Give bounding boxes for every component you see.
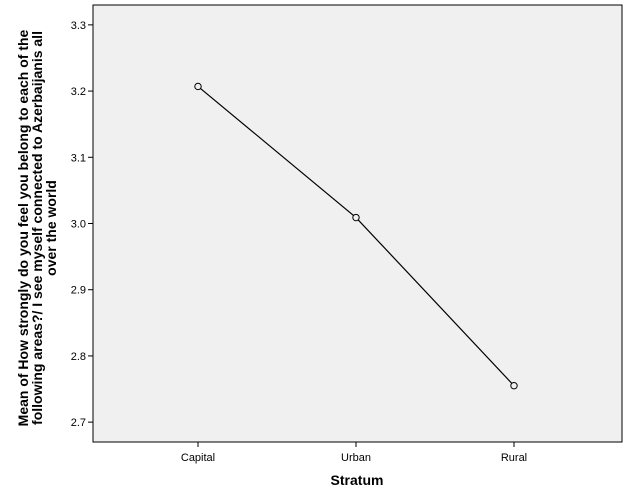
x-tick-label: Rural <box>501 452 527 464</box>
y-axis-title: Mean of How strongly do you feel you bel… <box>15 29 59 426</box>
y-axis-title-line-1: Mean of How strongly do you feel you bel… <box>15 29 31 426</box>
y-tick-label: 2.8 <box>71 351 86 363</box>
y-tick-label: 3.2 <box>71 86 86 98</box>
y-tick-label: 3.0 <box>71 219 86 231</box>
data-point-marker <box>510 382 518 390</box>
x-tick-label: Capital <box>181 452 215 464</box>
plot-area <box>92 4 623 443</box>
series-layer <box>194 82 518 390</box>
data-point-marker <box>352 213 360 222</box>
y-tick-label: 2.9 <box>71 285 86 297</box>
y-tick-label: 2.7 <box>71 417 86 429</box>
y-tick-label: 3.3 <box>71 20 86 32</box>
y-axis-title-line-2: following areas?/ I see myself connected… <box>29 31 45 425</box>
x-tick-label: Urban <box>341 452 371 464</box>
x-axis-title: Stratum <box>331 472 384 488</box>
data-point-marker <box>194 82 202 91</box>
y-tick-label: 3.1 <box>71 152 86 164</box>
y-axis: 2.7 2.8 2.9 3.0 3.1 3.2 3.3 <box>71 20 93 429</box>
y-axis-title-line-3: over the world <box>43 180 59 276</box>
x-axis: Capital Urban Rural <box>181 442 527 464</box>
